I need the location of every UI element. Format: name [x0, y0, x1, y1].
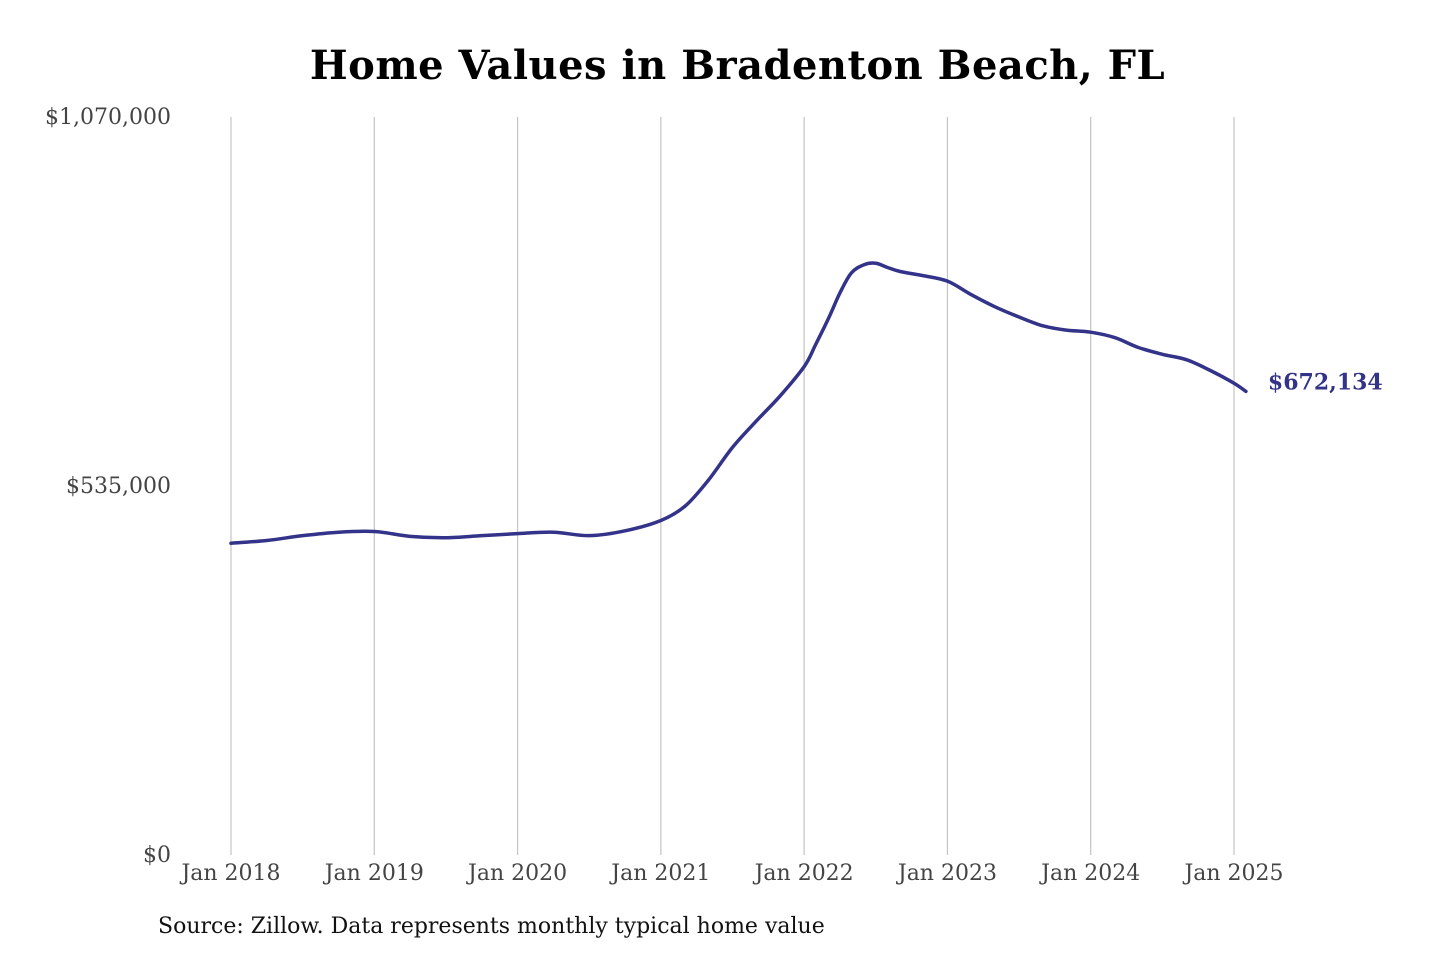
x-tick-label: Jan 2019 [323, 861, 424, 886]
x-tick-label: Jan 2024 [1039, 861, 1140, 886]
end-value-layer: $672,134 [1268, 369, 1383, 395]
x-tick-label: Jan 2022 [753, 861, 854, 886]
source-note: Source: Zillow. Data represents monthly … [158, 914, 825, 939]
x-tick-label: Jan 2023 [896, 861, 997, 886]
y-tick-label: $1,070,000 [45, 105, 171, 130]
series-line [229, 261, 1248, 545]
end-value-label: $672,134 [1268, 369, 1383, 395]
y-axis-ticks: $0 $535,000 $1,070,000 [45, 105, 171, 868]
grid-lines [230, 117, 1235, 855]
y-tick-label: $535,000 [66, 474, 171, 499]
chart-title: Home Values in Bradenton Beach, FL [309, 42, 1166, 89]
series-layer [229, 261, 1248, 545]
x-tick-label: Jan 2025 [1182, 861, 1283, 886]
x-tick-label: Jan 2020 [466, 861, 567, 886]
y-tick-label: $0 [143, 843, 171, 868]
x-axis-ticks: Jan 2018 Jan 2019 Jan 2020 Jan 2021 Jan 2022… [179, 861, 1283, 886]
x-tick-label: Jan 2021 [609, 861, 710, 886]
x-tick-label: Jan 2018 [179, 861, 280, 886]
